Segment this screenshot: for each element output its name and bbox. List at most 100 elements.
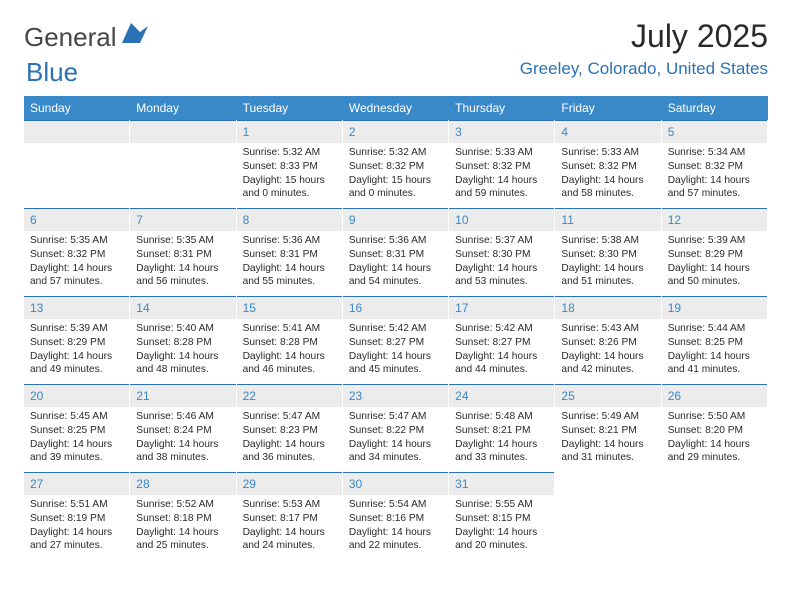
day-number: 25 bbox=[555, 384, 660, 407]
day-number: 26 bbox=[662, 384, 767, 407]
day-body: Sunrise: 5:34 AMSunset: 8:32 PMDaylight:… bbox=[662, 143, 767, 207]
logo-triangle-icon bbox=[122, 23, 148, 48]
calendar-cell-empty bbox=[24, 120, 130, 208]
dayhead-sunday: Sunday bbox=[24, 96, 130, 120]
day-number: 23 bbox=[343, 384, 448, 407]
calendar-cell: 18Sunrise: 5:43 AMSunset: 8:26 PMDayligh… bbox=[555, 296, 661, 384]
dayhead-tuesday: Tuesday bbox=[237, 96, 343, 120]
day-number: 9 bbox=[343, 208, 448, 231]
dayhead-saturday: Saturday bbox=[662, 96, 768, 120]
day-body: Sunrise: 5:32 AMSunset: 8:32 PMDaylight:… bbox=[343, 143, 448, 207]
day-body: Sunrise: 5:37 AMSunset: 8:30 PMDaylight:… bbox=[449, 231, 554, 295]
day-body: Sunrise: 5:55 AMSunset: 8:15 PMDaylight:… bbox=[449, 495, 554, 559]
calendar-cell: 17Sunrise: 5:42 AMSunset: 8:27 PMDayligh… bbox=[449, 296, 555, 384]
calendar-cell: 2Sunrise: 5:32 AMSunset: 8:32 PMDaylight… bbox=[343, 120, 449, 208]
logo-text-blue: Blue bbox=[26, 57, 78, 87]
month-title: July 2025 bbox=[520, 18, 768, 55]
day-number: 12 bbox=[662, 208, 767, 231]
day-body: Sunrise: 5:39 AMSunset: 8:29 PMDaylight:… bbox=[662, 231, 767, 295]
calendar-cell: 24Sunrise: 5:48 AMSunset: 8:21 PMDayligh… bbox=[449, 384, 555, 472]
calendar-cell: 26Sunrise: 5:50 AMSunset: 8:20 PMDayligh… bbox=[662, 384, 768, 472]
day-body: Sunrise: 5:47 AMSunset: 8:22 PMDaylight:… bbox=[343, 407, 448, 471]
calendar-cell: 5Sunrise: 5:34 AMSunset: 8:32 PMDaylight… bbox=[662, 120, 768, 208]
calendar-grid: SundayMondayTuesdayWednesdayThursdayFrid… bbox=[24, 96, 768, 560]
day-body: Sunrise: 5:45 AMSunset: 8:25 PMDaylight:… bbox=[24, 407, 129, 471]
calendar-cell: 13Sunrise: 5:39 AMSunset: 8:29 PMDayligh… bbox=[24, 296, 130, 384]
dayhead-wednesday: Wednesday bbox=[343, 96, 449, 120]
day-number: 2 bbox=[343, 120, 448, 143]
dayhead-monday: Monday bbox=[130, 96, 236, 120]
day-body: Sunrise: 5:48 AMSunset: 8:21 PMDaylight:… bbox=[449, 407, 554, 471]
dayhead-friday: Friday bbox=[555, 96, 661, 120]
calendar-cell: 9Sunrise: 5:36 AMSunset: 8:31 PMDaylight… bbox=[343, 208, 449, 296]
day-number: 18 bbox=[555, 296, 660, 319]
calendar-cell: 27Sunrise: 5:51 AMSunset: 8:19 PMDayligh… bbox=[24, 472, 130, 560]
day-body: Sunrise: 5:52 AMSunset: 8:18 PMDaylight:… bbox=[130, 495, 235, 559]
day-number: 8 bbox=[237, 208, 342, 231]
calendar-cell: 15Sunrise: 5:41 AMSunset: 8:28 PMDayligh… bbox=[237, 296, 343, 384]
day-number: 4 bbox=[555, 120, 660, 143]
calendar-cell: 31Sunrise: 5:55 AMSunset: 8:15 PMDayligh… bbox=[449, 472, 555, 560]
day-number: 28 bbox=[130, 472, 235, 495]
day-body: Sunrise: 5:42 AMSunset: 8:27 PMDaylight:… bbox=[343, 319, 448, 383]
day-body: Sunrise: 5:33 AMSunset: 8:32 PMDaylight:… bbox=[449, 143, 554, 207]
calendar-cell: 19Sunrise: 5:44 AMSunset: 8:25 PMDayligh… bbox=[662, 296, 768, 384]
calendar-cell: 23Sunrise: 5:47 AMSunset: 8:22 PMDayligh… bbox=[343, 384, 449, 472]
day-body: Sunrise: 5:50 AMSunset: 8:20 PMDaylight:… bbox=[662, 407, 767, 471]
day-number: 5 bbox=[662, 120, 767, 143]
day-number: 17 bbox=[449, 296, 554, 319]
day-body: Sunrise: 5:47 AMSunset: 8:23 PMDaylight:… bbox=[237, 407, 342, 471]
day-number: 19 bbox=[662, 296, 767, 319]
dayhead-thursday: Thursday bbox=[449, 96, 555, 120]
calendar-cell: 4Sunrise: 5:33 AMSunset: 8:32 PMDaylight… bbox=[555, 120, 661, 208]
day-number: 3 bbox=[449, 120, 554, 143]
day-body: Sunrise: 5:41 AMSunset: 8:28 PMDaylight:… bbox=[237, 319, 342, 383]
day-body: Sunrise: 5:54 AMSunset: 8:16 PMDaylight:… bbox=[343, 495, 448, 559]
day-body: Sunrise: 5:43 AMSunset: 8:26 PMDaylight:… bbox=[555, 319, 660, 383]
day-body: Sunrise: 5:32 AMSunset: 8:33 PMDaylight:… bbox=[237, 143, 342, 207]
day-number: 30 bbox=[343, 472, 448, 495]
day-number: 14 bbox=[130, 296, 235, 319]
logo-text-general: General bbox=[24, 22, 117, 53]
day-number: 15 bbox=[237, 296, 342, 319]
day-number: 7 bbox=[130, 208, 235, 231]
calendar-cell-empty bbox=[130, 120, 236, 208]
day-number: 13 bbox=[24, 296, 129, 319]
calendar-cell: 8Sunrise: 5:36 AMSunset: 8:31 PMDaylight… bbox=[237, 208, 343, 296]
day-body: Sunrise: 5:36 AMSunset: 8:31 PMDaylight:… bbox=[237, 231, 342, 295]
calendar-cell: 7Sunrise: 5:35 AMSunset: 8:31 PMDaylight… bbox=[130, 208, 236, 296]
day-body: Sunrise: 5:35 AMSunset: 8:32 PMDaylight:… bbox=[24, 231, 129, 295]
calendar-cell: 16Sunrise: 5:42 AMSunset: 8:27 PMDayligh… bbox=[343, 296, 449, 384]
calendar-cell: 20Sunrise: 5:45 AMSunset: 8:25 PMDayligh… bbox=[24, 384, 130, 472]
day-number: 20 bbox=[24, 384, 129, 407]
day-number: 24 bbox=[449, 384, 554, 407]
day-body: Sunrise: 5:40 AMSunset: 8:28 PMDaylight:… bbox=[130, 319, 235, 383]
calendar-cell: 14Sunrise: 5:40 AMSunset: 8:28 PMDayligh… bbox=[130, 296, 236, 384]
day-number: 10 bbox=[449, 208, 554, 231]
day-body: Sunrise: 5:53 AMSunset: 8:17 PMDaylight:… bbox=[237, 495, 342, 559]
day-number: 16 bbox=[343, 296, 448, 319]
calendar-cell: 29Sunrise: 5:53 AMSunset: 8:17 PMDayligh… bbox=[237, 472, 343, 560]
day-number: 21 bbox=[130, 384, 235, 407]
calendar-cell: 11Sunrise: 5:38 AMSunset: 8:30 PMDayligh… bbox=[555, 208, 661, 296]
calendar-cell: 1Sunrise: 5:32 AMSunset: 8:33 PMDaylight… bbox=[237, 120, 343, 208]
day-body: Sunrise: 5:49 AMSunset: 8:21 PMDaylight:… bbox=[555, 407, 660, 471]
day-body: Sunrise: 5:35 AMSunset: 8:31 PMDaylight:… bbox=[130, 231, 235, 295]
day-number: 1 bbox=[237, 120, 342, 143]
calendar-cell: 6Sunrise: 5:35 AMSunset: 8:32 PMDaylight… bbox=[24, 208, 130, 296]
calendar-cell: 12Sunrise: 5:39 AMSunset: 8:29 PMDayligh… bbox=[662, 208, 768, 296]
day-body: Sunrise: 5:51 AMSunset: 8:19 PMDaylight:… bbox=[24, 495, 129, 559]
calendar-cell: 22Sunrise: 5:47 AMSunset: 8:23 PMDayligh… bbox=[237, 384, 343, 472]
day-body: Sunrise: 5:36 AMSunset: 8:31 PMDaylight:… bbox=[343, 231, 448, 295]
day-body: Sunrise: 5:42 AMSunset: 8:27 PMDaylight:… bbox=[449, 319, 554, 383]
calendar-cell: 10Sunrise: 5:37 AMSunset: 8:30 PMDayligh… bbox=[449, 208, 555, 296]
day-number: 22 bbox=[237, 384, 342, 407]
day-number: 11 bbox=[555, 208, 660, 231]
calendar-cell: 25Sunrise: 5:49 AMSunset: 8:21 PMDayligh… bbox=[555, 384, 661, 472]
day-number: 29 bbox=[237, 472, 342, 495]
day-body: Sunrise: 5:46 AMSunset: 8:24 PMDaylight:… bbox=[130, 407, 235, 471]
day-body: Sunrise: 5:38 AMSunset: 8:30 PMDaylight:… bbox=[555, 231, 660, 295]
calendar-cell: 21Sunrise: 5:46 AMSunset: 8:24 PMDayligh… bbox=[130, 384, 236, 472]
calendar-cell: 30Sunrise: 5:54 AMSunset: 8:16 PMDayligh… bbox=[343, 472, 449, 560]
day-body: Sunrise: 5:39 AMSunset: 8:29 PMDaylight:… bbox=[24, 319, 129, 383]
